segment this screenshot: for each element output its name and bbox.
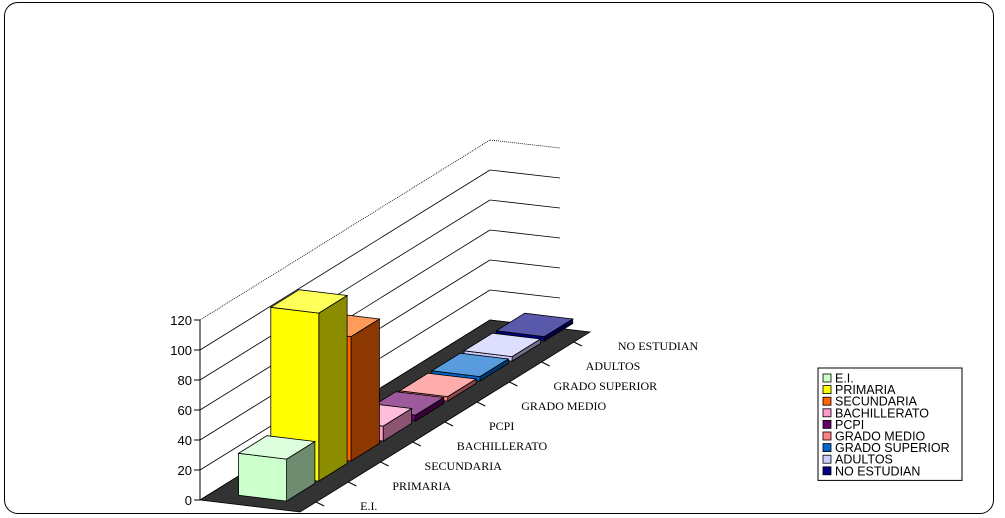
gridline-wall (199, 139, 491, 321)
bar-top (398, 372, 478, 398)
x-tick-label: PRIMARIA (392, 479, 451, 493)
bar-top (269, 289, 349, 314)
x-tick-label: BACHILLERATO (457, 439, 548, 453)
category-axis: E.I. PRIMARIA SECUNDARIA BACHILLERATO PCPI GR… (315, 339, 699, 513)
legend-label: SECUNDARIA (835, 395, 918, 409)
y-tick-label: 40 (178, 433, 192, 448)
legend-swatch (822, 385, 832, 395)
gridline-back (489, 289, 561, 299)
bar-top (462, 332, 542, 358)
x-tick (348, 481, 357, 487)
x-tick-label: ADULTOS (586, 359, 641, 373)
bar-e-i- (237, 435, 317, 502)
gridline-back (489, 169, 561, 179)
bar-front (238, 452, 288, 502)
gridline-back (489, 199, 561, 209)
legend-label: GRADO MEDIO (835, 430, 926, 444)
x-tick-label: SECUNDARIA (425, 459, 503, 473)
legend-label: E.I. (835, 372, 854, 386)
legend-label: GRADO SUPERIOR (835, 441, 950, 455)
legend-swatch (822, 396, 832, 406)
legend-swatch (822, 466, 832, 476)
bar-side (318, 294, 348, 482)
x-tick (541, 361, 550, 367)
gridline-back (489, 259, 561, 269)
legend-label: PRIMARIA (835, 383, 896, 397)
gridline-back (489, 139, 561, 149)
legend: E.I.PRIMARIASECUNDARIABACHILLERATOPCPIGR… (817, 367, 963, 481)
bars (237, 289, 574, 502)
x-tick (380, 461, 389, 467)
value-axis: 0 20 40 60 80 100 120 (170, 313, 201, 508)
x-tick-label: PCPI (489, 419, 514, 433)
x-tick (573, 341, 583, 347)
x-tick-label: E.I. (360, 499, 377, 513)
y-tick-label: 120 (170, 313, 192, 328)
legend-swatch (822, 454, 832, 464)
legend-box (817, 367, 963, 481)
bar-side (350, 318, 380, 462)
x-tick (412, 441, 422, 447)
y-tick-label: 100 (170, 343, 192, 358)
y-tick-label: 60 (178, 403, 192, 418)
bar-top (237, 435, 317, 460)
x-tick (476, 401, 486, 407)
legend-swatch (822, 419, 832, 429)
x-tick-label: GRADO SUPERIOR (553, 379, 657, 393)
legend-swatch (822, 431, 832, 441)
bar-top (430, 352, 510, 378)
bar-top (495, 312, 574, 338)
y-tick-label: 80 (178, 373, 192, 388)
gridline-back (489, 229, 561, 239)
legend-label: PCPI (835, 418, 864, 432)
legend-swatch (822, 443, 832, 453)
x-tick-label: NO ESTUDIAN (618, 339, 699, 353)
legend-swatch (822, 408, 832, 418)
legend-label: BACHILLERATO (835, 406, 929, 420)
y-tick-label: 20 (178, 463, 192, 478)
legend-label: ADULTOS (835, 453, 893, 467)
x-tick (509, 381, 518, 387)
bar-primaria (269, 289, 349, 482)
gridline-wall (199, 199, 491, 381)
bar-adultos (462, 332, 542, 362)
gridline-wall (199, 169, 491, 351)
x-tick (444, 421, 454, 427)
bar-grado-superior (430, 352, 510, 382)
x-tick-label: GRADO MEDIO (521, 399, 606, 413)
legend-swatch (822, 373, 832, 383)
x-tick (315, 501, 325, 507)
legend-label: NO ESTUDIAN (835, 464, 920, 478)
y-tick-label: 0 (185, 493, 192, 508)
